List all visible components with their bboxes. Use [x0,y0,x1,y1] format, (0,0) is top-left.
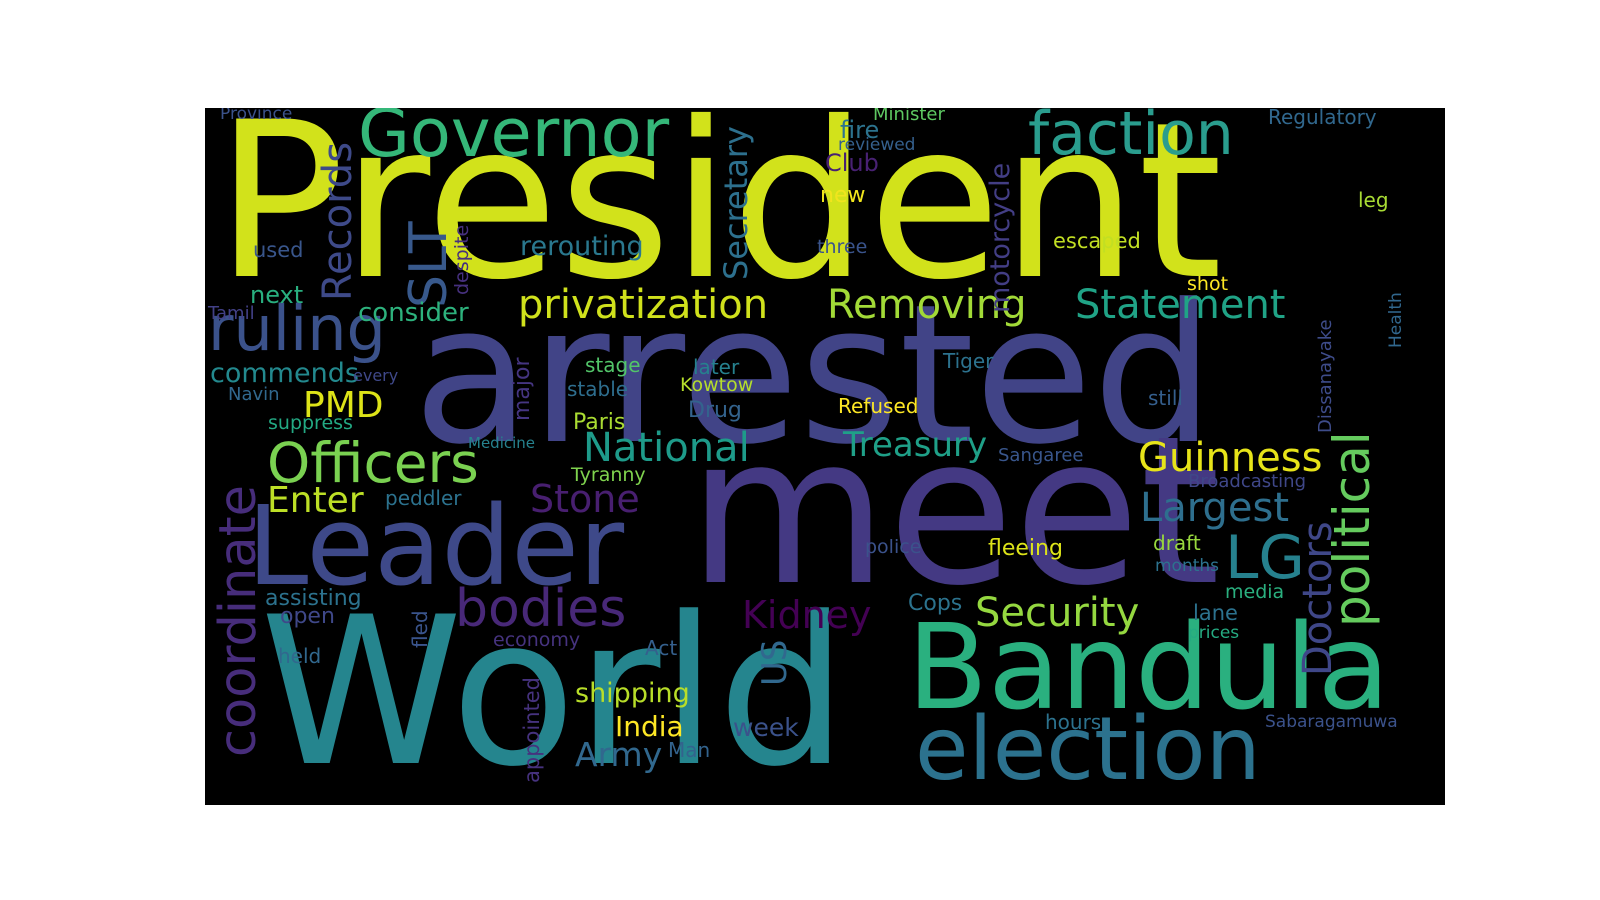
word-coordinate: coordinate [209,484,268,757]
word-prices: prices [1188,623,1240,643]
word-records: Records [315,141,361,301]
word-cops: Cops [908,591,963,616]
word-held: held [278,644,322,668]
word-escaped: escaped [1053,229,1141,253]
word-bandula: Bandula [907,598,1390,736]
word-commends: commends [210,358,359,389]
word-meet: meet [688,393,1221,631]
word-faction: faction [1028,108,1234,169]
word-president: President [215,108,1223,327]
word-governor: Governor [358,108,670,172]
word-lg: LG [1225,523,1305,593]
word-economy: economy [493,629,581,651]
word-later: later [693,355,740,379]
word-leg: leg [1358,188,1389,212]
word-india: India [615,710,684,743]
word-shot: shot [1187,273,1229,295]
word-draft: draft [1153,531,1201,555]
word-peddler: peddler [385,486,462,510]
word-sangaree: Sangaree [998,445,1084,466]
word-leader: Leader [247,482,625,610]
word-army: Army [575,735,663,774]
word-new: new [820,183,866,208]
word-cloud: President arrested meet World Leader Ban… [205,108,1445,805]
word-privatization: privatization [518,282,769,328]
word-despite: despite [451,224,473,295]
word-still: still [1148,386,1183,410]
word-fled: fled [408,610,432,648]
word-election: election [915,698,1261,800]
word-kowtow: Kowtow [680,374,754,396]
word-treasury: Treasury [843,425,988,465]
word-broadcasting: Broadcasting [1188,471,1307,492]
word-reviewed: reviewed [838,135,916,155]
word-stable: stable [567,377,629,401]
word-lane: lane [1193,601,1238,625]
word-slt: SLT [399,221,459,308]
word-province: Province [220,108,293,124]
word-every: every [353,366,399,385]
word-stone: Stone [530,477,640,521]
word-fleeing: fleeing [988,536,1063,561]
word-suppress: suppress [268,412,353,434]
word-week: week [733,713,799,742]
word-drug: Drug [688,398,742,423]
word-fire: fire [840,116,880,144]
word-statement: Statement [1075,282,1286,328]
word-enter: Enter [267,480,364,521]
word-minister: Minister [873,108,945,125]
word-security: Security [975,590,1140,636]
word-consider: consider [358,298,469,328]
word-stage: stage [585,353,641,377]
word-tiger: Tiger [943,349,994,373]
word-navin: Navin [228,384,280,405]
word-national: National [583,425,750,471]
word-police: police [865,536,922,558]
word-largest: Largest [1140,485,1290,531]
word-health: Health [1386,292,1406,348]
word-medicine: Medicine [468,434,536,452]
word-doctors: Doctors [1295,521,1341,676]
word-sabaragamuwa: Sabaragamuwa [1265,712,1398,732]
word-months: months [1155,556,1220,576]
word-three: three [817,236,868,258]
word-removing: Removing [827,282,1027,328]
word-used: used [253,238,304,262]
word-kidney: Kidney [742,593,872,637]
word-arrested: arrested [413,264,1215,487]
word-rerouting: rerouting [520,231,644,262]
word-man: Man [668,738,711,762]
word-ruling: ruling [208,292,386,365]
word-next: next [250,281,304,309]
word-media: media [1225,581,1285,603]
word-tyranny: Tyranny [571,464,646,486]
word-pmd: PMD [303,385,384,426]
word-us: US [755,639,795,686]
word-assisting: assisting [265,586,362,611]
word-club: Club [825,149,879,177]
word-regulatory: Regulatory [1268,108,1377,129]
word-shipping: shipping [575,678,690,709]
word-guinness: Guinness [1138,435,1323,481]
word-motorcycle: motorcycle [985,162,1016,313]
word-appointed: appointed [520,676,544,783]
word-paris: Paris [573,410,626,435]
word-tamil: Tamil [208,303,255,324]
word-act: Act [645,636,678,660]
word-dissanayake: Dissanayake [1315,319,1336,433]
word-major: major [510,357,535,421]
word-open: open [280,604,335,629]
word-secretary: Secretary [717,126,755,280]
word-refused: Refused [838,394,919,418]
word-hours: hours [1045,710,1102,734]
word-officers: Officers [267,431,479,495]
word-world: World [260,574,848,805]
word-bodies: bodies [455,579,627,639]
